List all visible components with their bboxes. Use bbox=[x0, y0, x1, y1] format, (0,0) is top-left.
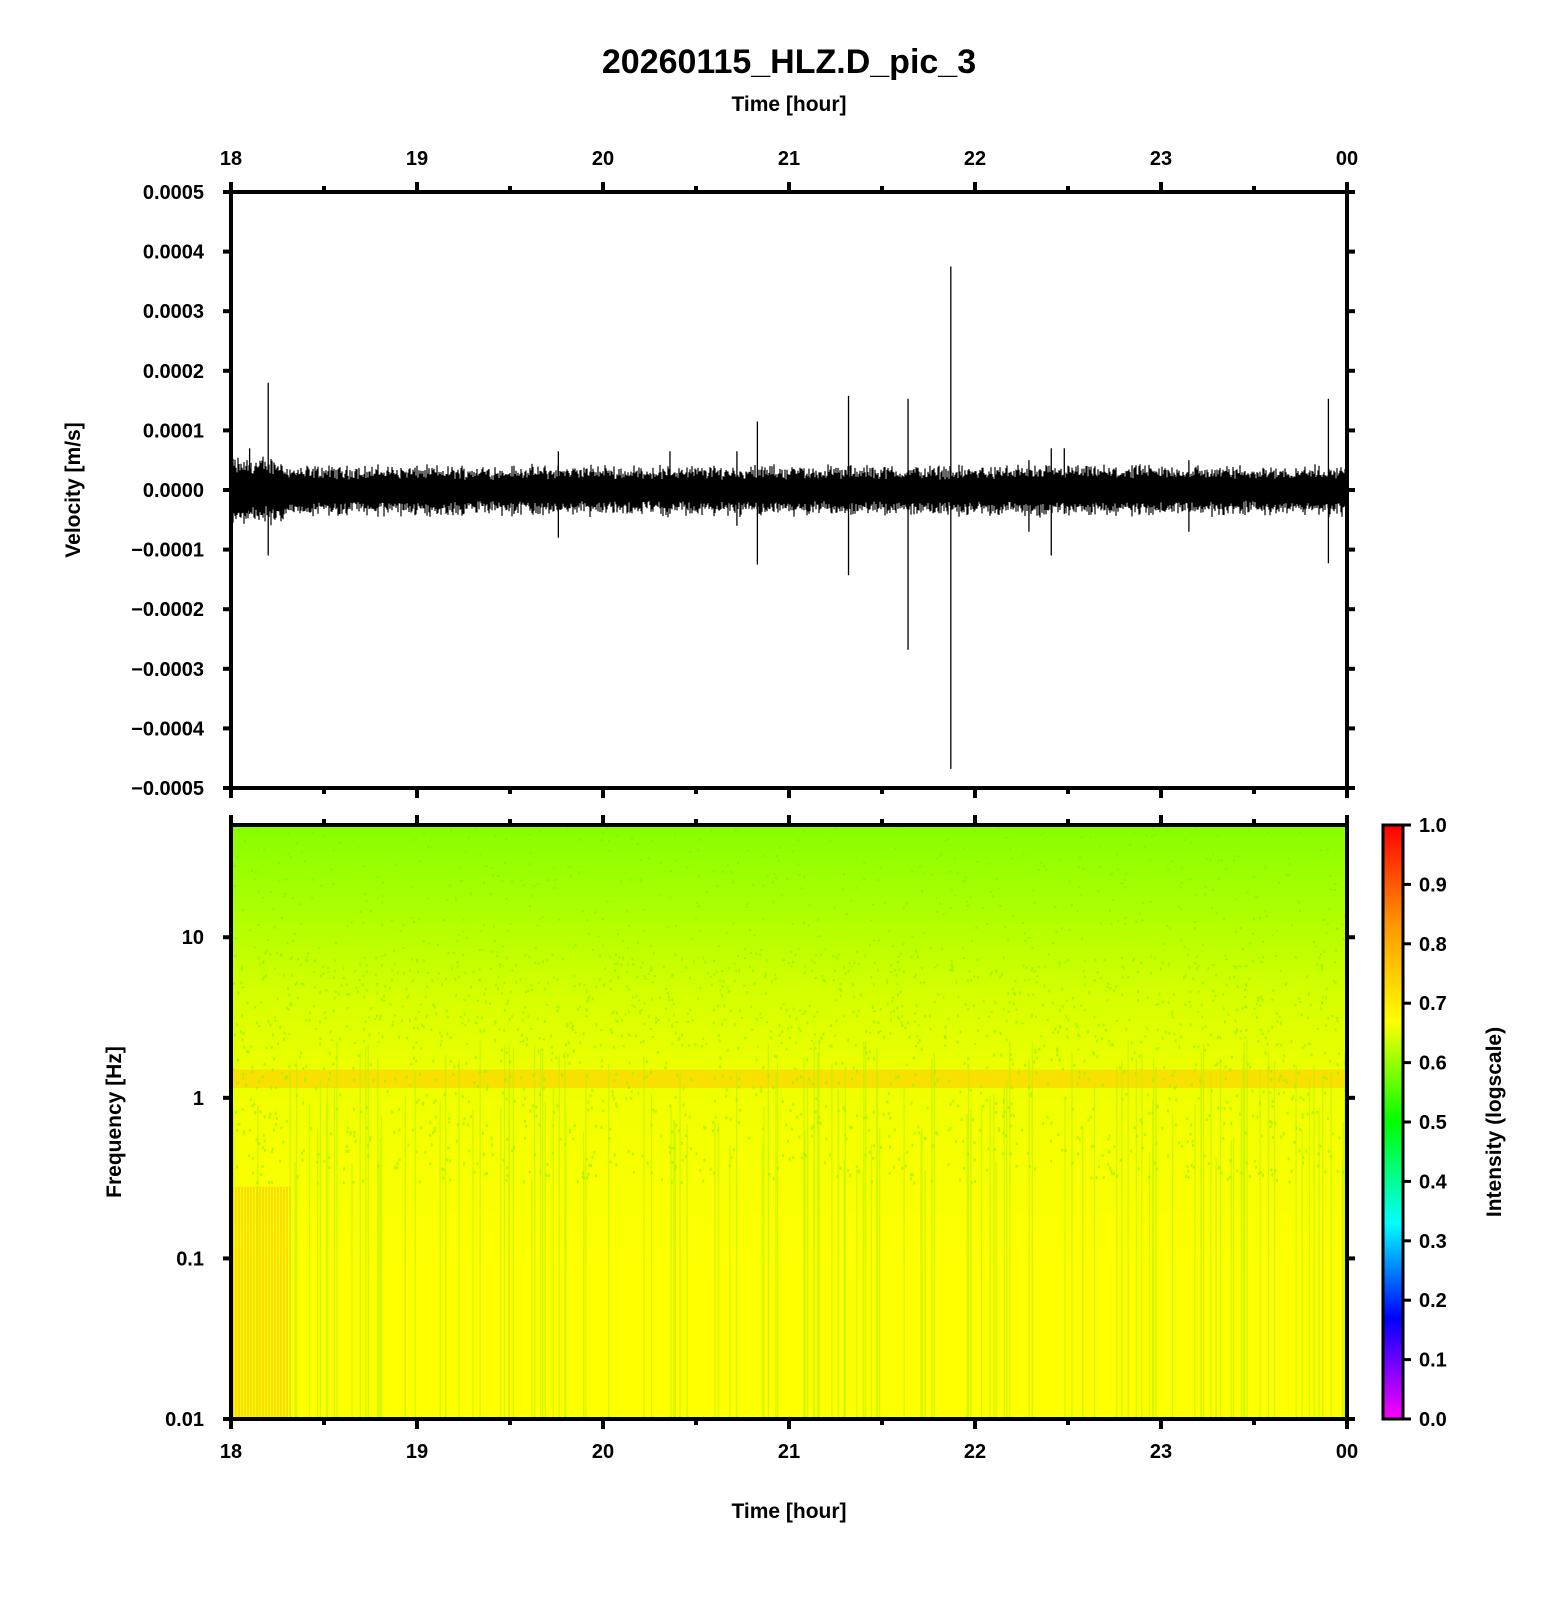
velocity-y-tick-label: 0.0002 bbox=[143, 361, 204, 383]
colorbar-tick-label: 0.0 bbox=[1419, 1409, 1447, 1431]
colorbar-tick-label: 0.6 bbox=[1419, 1053, 1447, 1075]
spectrogram-panel: 18 19 20 21 22 23 00 10 1 0.1 0.01 Frequency [Hz]… bbox=[103, 815, 1358, 1523]
waveform-ticks bbox=[223, 182, 1355, 798]
top-x-tick-label: 21 bbox=[778, 148, 800, 170]
frequency-y-tick-label: 1 bbox=[193, 1088, 204, 1110]
frequency-axis-label: Frequency [Hz] bbox=[103, 1046, 126, 1198]
colorbar-tick-label: 0.2 bbox=[1419, 1290, 1447, 1312]
bottom-x-tick-label: 18 bbox=[220, 1441, 242, 1463]
waveform-noise bbox=[231, 456, 1346, 526]
colorbar-gradient-bar bbox=[1381, 823, 1405, 1421]
top-x-tick-label: 22 bbox=[964, 148, 986, 170]
bottom-x-tick-labels: 18 19 20 21 22 23 00 bbox=[220, 1441, 1358, 1463]
velocity-y-tick-label: −0.0003 bbox=[131, 659, 204, 681]
bottom-x-axis-label: Time [hour] bbox=[731, 1500, 846, 1523]
velocity-axis-label: Velocity [m/s] bbox=[62, 422, 85, 557]
velocity-y-tick-label: −0.0002 bbox=[131, 599, 204, 621]
velocity-y-tick-label: 0.0003 bbox=[143, 301, 204, 323]
colorbar: 1.0 0.9 0.8 0.7 0.6 0.5 0.4 0.3 0.2 0.1 0.0 Intens… bbox=[1381, 815, 1506, 1431]
colorbar-tick-label: 0.9 bbox=[1419, 874, 1447, 896]
velocity-y-tick-labels: 0.0005 0.0004 0.0003 0.0002 0.0001 0.0000 −0.0… bbox=[131, 182, 205, 800]
frequency-y-tick-label: 10 bbox=[182, 927, 204, 949]
colorbar-tick-label: 0.8 bbox=[1419, 934, 1447, 956]
chart-title: 20260115_HLZ.D_pic_3 bbox=[602, 43, 976, 81]
spectrogram-texture bbox=[231, 825, 1347, 1419]
frequency-y-tick-labels: 10 1 0.1 0.01 bbox=[165, 927, 204, 1431]
velocity-y-tick-label: −0.0005 bbox=[131, 778, 204, 800]
velocity-y-tick-label: 0.0000 bbox=[143, 480, 204, 502]
colorbar-tick-label: 0.7 bbox=[1419, 993, 1447, 1015]
colorbar-tick-label: 0.4 bbox=[1419, 1171, 1448, 1193]
top-x-tick-labels: 18 19 20 21 22 23 00 bbox=[220, 148, 1358, 170]
colorbar-tick-label: 0.5 bbox=[1419, 1112, 1447, 1134]
velocity-y-tick-label: −0.0001 bbox=[131, 540, 204, 562]
bottom-x-tick-label: 22 bbox=[964, 1441, 986, 1463]
colorbar-tick-label: 1.0 bbox=[1419, 815, 1447, 837]
spectrogram-ticks bbox=[223, 815, 1355, 1429]
spectrogram-image bbox=[231, 825, 1347, 1419]
bottom-x-tick-label: 23 bbox=[1150, 1441, 1172, 1463]
frequency-y-tick-label: 0.1 bbox=[176, 1248, 204, 1270]
microseism-band bbox=[231, 1069, 1347, 1089]
frequency-y-tick-label: 0.01 bbox=[165, 1409, 204, 1431]
top-x-axis-label: Time [hour] bbox=[731, 93, 846, 116]
bottom-x-tick-label: 19 bbox=[406, 1441, 428, 1463]
waveform-panel: 18 19 20 21 22 23 00 0.00050.00040.00030.00020… bbox=[62, 148, 1358, 800]
bottom-x-tick-label: 21 bbox=[778, 1441, 800, 1463]
velocity-y-tick-label: −0.0004 bbox=[131, 718, 205, 740]
velocity-y-tick-label: 0.0001 bbox=[143, 420, 204, 442]
colorbar-ticks: 1.0 0.9 0.8 0.7 0.6 0.5 0.4 0.3 0.2 0.1 0.0 bbox=[1403, 815, 1448, 1431]
low-frequency-streaks bbox=[232, 1039, 1346, 1419]
top-x-tick-label: 23 bbox=[1150, 148, 1172, 170]
waveform-spikes bbox=[248, 266, 1330, 769]
top-x-tick-label: 00 bbox=[1336, 148, 1358, 170]
velocity-y-tick-label: 0.0004 bbox=[143, 242, 205, 264]
colorbar-label: Intensity (logscale) bbox=[1483, 1027, 1506, 1217]
top-x-tick-label: 20 bbox=[592, 148, 614, 170]
waveform-noise-band bbox=[231, 456, 1346, 526]
bottom-x-tick-label: 20 bbox=[592, 1441, 614, 1463]
bottom-x-tick-label: 00 bbox=[1336, 1441, 1358, 1463]
colorbar-tick-label: 0.1 bbox=[1419, 1350, 1447, 1372]
top-x-tick-label: 18 bbox=[220, 148, 242, 170]
top-x-tick-label: 19 bbox=[406, 148, 428, 170]
velocity-y-tick-label: 0.0005 bbox=[143, 182, 204, 204]
colorbar-tick-label: 0.3 bbox=[1419, 1231, 1447, 1253]
